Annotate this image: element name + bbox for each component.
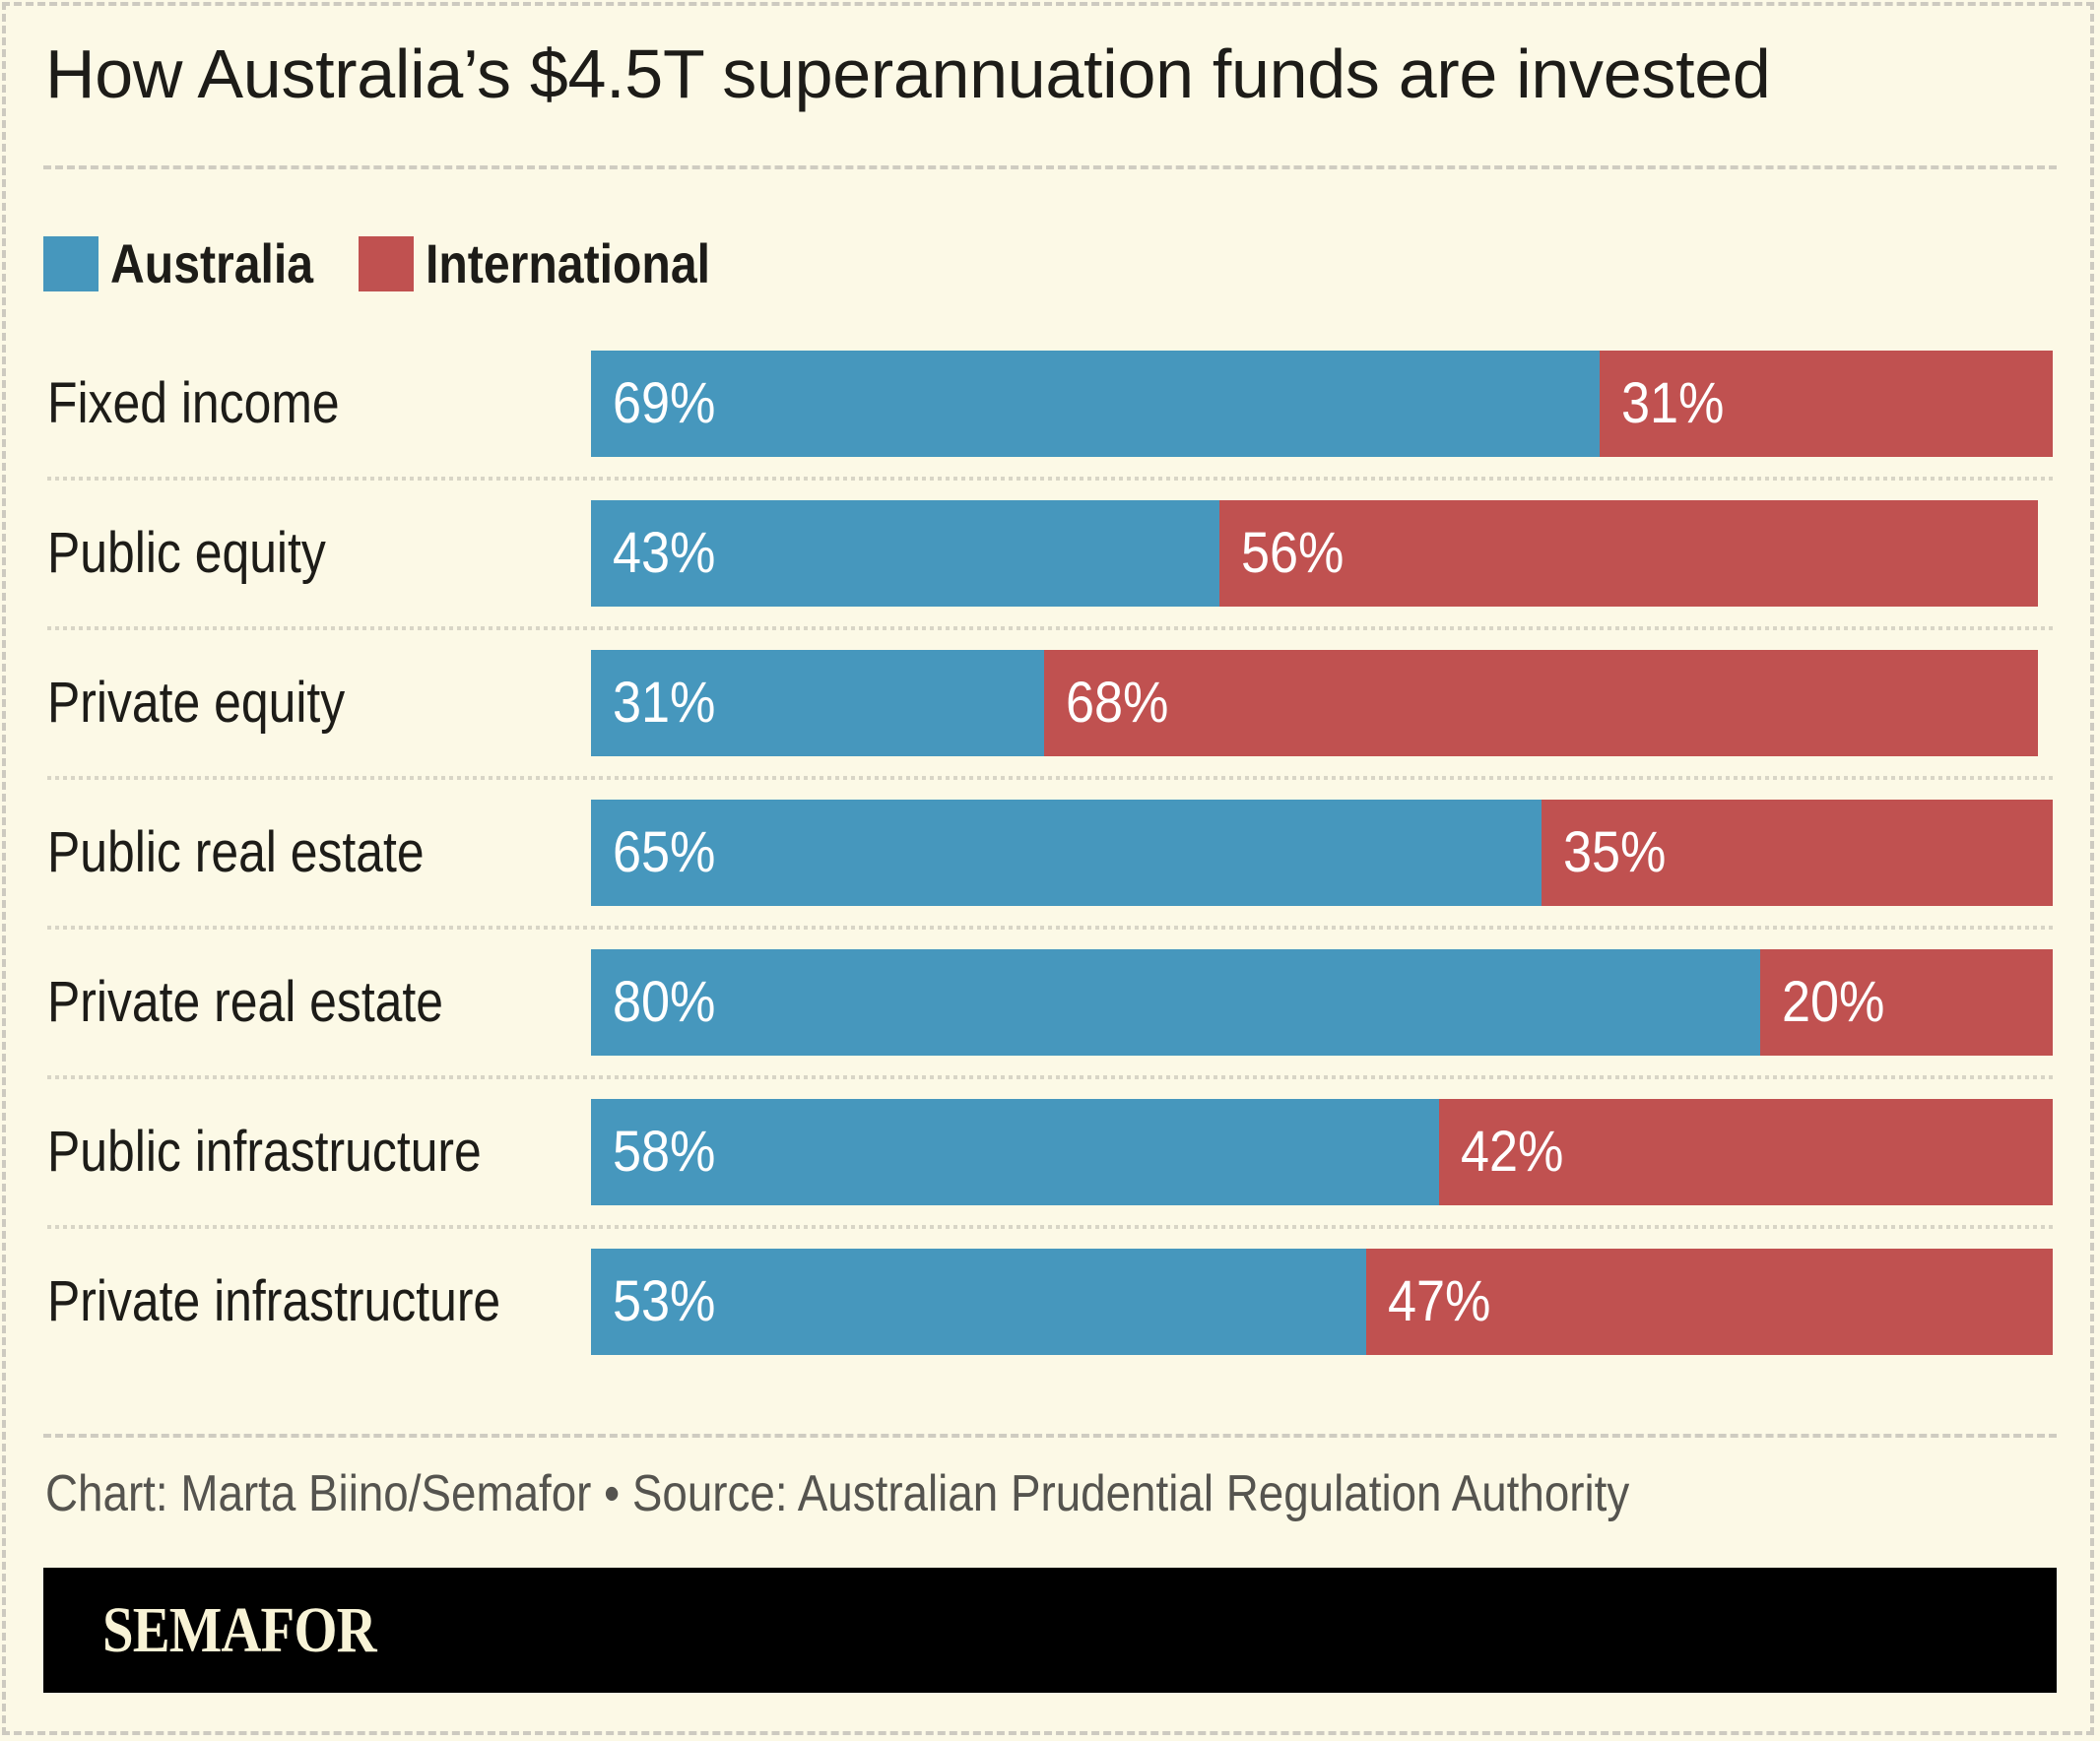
australia-segment: 69% [591,351,1600,457]
australia-segment: 43% [591,500,1219,607]
australia-value-label: 53% [613,1269,716,1333]
international-value-label: 47% [1388,1269,1491,1333]
international-swatch-icon [358,236,414,291]
source-credit: Chart: Marta Biino/Semafor • Source: Aus… [45,1465,1630,1522]
legend: Australia International [43,236,743,291]
row-separator [47,926,2053,930]
legend-item-australia: Australia [43,236,323,291]
category-label: Public infrastructure [47,1120,482,1184]
row-separator [47,626,2053,630]
stacked-bar: 53% 47% [591,1249,2053,1355]
category-label: Public real estate [47,820,425,884]
stacked-bar: 69% 31% [591,351,2053,457]
australia-value-label: 31% [613,671,716,735]
international-value-label: 35% [1563,820,1667,884]
category-label: Fixed income [47,371,340,435]
category-label: Private equity [47,671,346,735]
australia-value-label: 80% [613,970,716,1034]
international-segment: 47% [1366,1249,2053,1355]
international-value-label: 31% [1621,371,1725,435]
table-row: Private infrastructure 53% 47% [0,1249,2100,1355]
australia-value-label: 69% [613,371,716,435]
australia-segment: 31% [591,650,1044,756]
legend-label: International [425,232,710,294]
international-segment: 31% [1600,351,2053,457]
chart-title: How Australia’s $4.5T superannuation fun… [45,35,1771,112]
australia-segment: 58% [591,1099,1439,1205]
legend-item-international: International [358,232,710,294]
australia-segment: 53% [591,1249,1366,1355]
stacked-bar: 31% 68% [591,650,2053,756]
international-value-label: 42% [1461,1120,1564,1184]
australia-value-label: 58% [613,1120,716,1184]
semafor-logo: SEMAFOR [102,1594,377,1666]
international-segment: 56% [1219,500,2038,607]
international-value-label: 20% [1782,970,1885,1034]
stacked-bar: 80% 20% [591,949,2053,1056]
stacked-bar: 43% 56% [591,500,2053,607]
international-segment: 35% [1542,800,2053,906]
table-row: Public infrastructure 58% 42% [0,1099,2100,1205]
row-separator [47,1225,2053,1229]
table-row: Private real estate 80% 20% [0,949,2100,1056]
australia-value-label: 43% [613,521,716,585]
international-value-label: 68% [1066,671,1169,735]
legend-label: Australia [110,232,314,294]
table-row: Private equity 31% 68% [0,650,2100,756]
category-label: Private real estate [47,970,444,1034]
australia-segment: 80% [591,949,1760,1056]
row-separator [47,1075,2053,1079]
row-separator [47,477,2053,481]
category-label: Public equity [47,521,326,585]
row-separator [47,776,2053,780]
title-divider [43,165,2057,169]
australia-value-label: 65% [613,820,716,884]
international-segment: 20% [1760,949,2053,1056]
brand-bar: SEMAFOR [43,1568,2057,1693]
table-row: Public equity 43% 56% [0,500,2100,607]
stacked-bar: 65% 35% [591,800,2053,906]
category-label: Private infrastructure [47,1269,501,1333]
stacked-bar: 58% 42% [591,1099,2053,1205]
table-row: Fixed income 69% 31% [0,351,2100,457]
international-segment: 68% [1044,650,2038,756]
international-value-label: 56% [1241,521,1345,585]
table-row: Public real estate 65% 35% [0,800,2100,906]
australia-segment: 65% [591,800,1542,906]
footer-divider [43,1434,2057,1438]
australia-swatch-icon [43,236,98,291]
international-segment: 42% [1439,1099,2053,1205]
